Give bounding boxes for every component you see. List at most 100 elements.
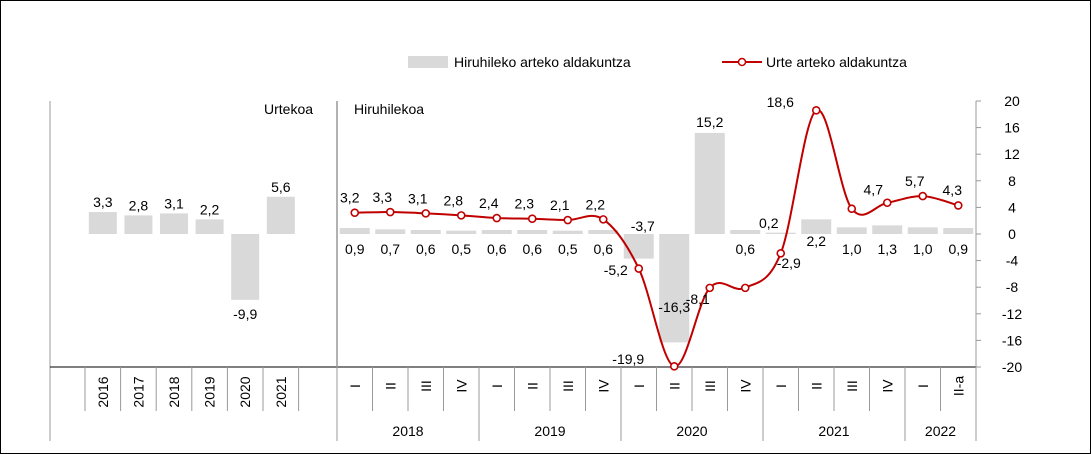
quarter-bar [375,229,406,234]
annual-value-label: 5,6 [271,179,291,195]
quarter-label: II [524,382,540,390]
legend-line-label: Urte arteko aldakuntza [766,54,907,70]
line-value-label: 2,4 [479,195,499,211]
y-tick-label: 4 [1008,199,1016,215]
line-value-label: 3,1 [408,190,428,206]
quarter-bar-label: 0,6 [487,241,507,257]
line-value-label: 5,7 [905,173,925,189]
line-marker [953,201,963,210]
quarter-label: III [560,380,576,392]
legend-line-marker [737,57,747,67]
quarter-bar-label: -3,7 [631,218,655,234]
quarter-bar-label: 0,9 [345,241,365,257]
labels-layer: 201612840-4-8-12-16-203,320162,820173,12… [93,93,1022,439]
line-value-label: -8,1 [686,291,710,307]
quarter-bar-label: 0,5 [452,241,472,257]
quarter-bar-label: 0,6 [594,241,614,257]
y-tick-label: -4 [1006,253,1019,269]
year-label: 2019 [534,423,565,439]
y-tick-label: 0 [1008,226,1016,242]
y-tick-label: -16 [1002,332,1022,348]
annual-value-label: 2,8 [129,197,149,213]
quarter-label: I [773,384,789,388]
line-layer [350,106,963,371]
quarter-bar-label: 0,5 [558,241,578,257]
annual-category-label: 2018 [166,376,182,407]
annual-bar [160,213,188,234]
line-marker [776,248,786,258]
annual-bar [88,212,117,234]
quarter-bar [765,232,796,234]
line-value-label: 3,3 [373,189,393,205]
line-value-label: 2,3 [515,196,535,212]
line-value-label: 3,2 [340,190,360,206]
line-marker [811,106,821,115]
line-marker [527,214,537,224]
quarter-bar [588,230,619,234]
line-marker [634,264,644,273]
annual-category-label: 2021 [273,376,289,407]
quarter-bar [943,228,974,234]
y-tick-label: -8 [1006,279,1019,295]
year-label: 2021 [818,423,849,439]
quarter-label: II-a [950,376,966,396]
quarter-bar-label: 2,2 [807,233,827,249]
annual-bar [124,215,153,234]
line-value-label: 2,2 [586,196,606,212]
y-tick-label: 20 [1004,93,1020,109]
legend-bar-swatch [408,56,448,68]
quarter-bar-label: -16,3 [658,299,690,315]
line-marker [705,283,715,293]
line-value-label: -2,9 [777,255,801,271]
quarter-bar-label: 1,0 [842,241,862,257]
annual-bar [266,196,295,234]
quarter-label: III [844,380,860,392]
y-tick-label: -20 [1002,359,1022,375]
line-marker [492,213,502,223]
quarter-bar [659,234,690,343]
quarter-label: III [702,380,718,392]
y-tick-label: 16 [1004,120,1020,136]
quarter-bar [517,230,548,234]
quarter-bar-label: 0,6 [523,241,543,257]
annual-value-label: 3,3 [93,194,113,210]
quarter-label: III [418,380,434,392]
line-value-label: 2,8 [444,192,464,208]
quarter-bar-label: 0,6 [736,241,756,257]
annual-value-label: 3,1 [164,195,184,211]
quarter-label: IV [879,379,895,393]
line-value-label: -5,2 [604,262,628,278]
line-value-label: 2,1 [550,197,570,213]
line-marker [563,215,573,225]
quarter-label: IV [453,379,469,393]
quarter-bar-label: 1,3 [878,241,898,257]
annual-bar [195,219,224,234]
quarter-bar-label: 1,0 [913,241,933,257]
line-marker [456,211,466,220]
quarter-label: IV [737,379,753,393]
legend: Hiruhileko arteko aldakuntza Urte arteko… [408,54,907,70]
line-marker [740,283,750,293]
line-marker [385,207,395,217]
line-marker [882,198,892,208]
quarter-bar [481,230,512,234]
quarter-bar [872,225,903,234]
year-on-year-line [354,109,959,368]
quarter-bar [836,227,867,234]
quarter-bar [446,230,477,234]
y-tick-label: 12 [1004,146,1020,162]
y-tick-label: 8 [1008,173,1016,189]
quarter-label: II [382,382,398,390]
y-tick-label: -12 [1002,306,1022,322]
annual-bar [231,234,260,300]
quarter-bar-label: 0,6 [416,241,436,257]
quarter-bar [552,230,583,234]
quarter-bar [907,227,938,234]
year-label: 2020 [676,423,707,439]
quarter-label: I [347,384,363,388]
quarterly-panel-title: Hiruhilekoa [354,101,424,117]
quarter-label: IV [595,379,611,393]
quarter-bar [623,234,654,259]
line-marker [598,215,608,224]
